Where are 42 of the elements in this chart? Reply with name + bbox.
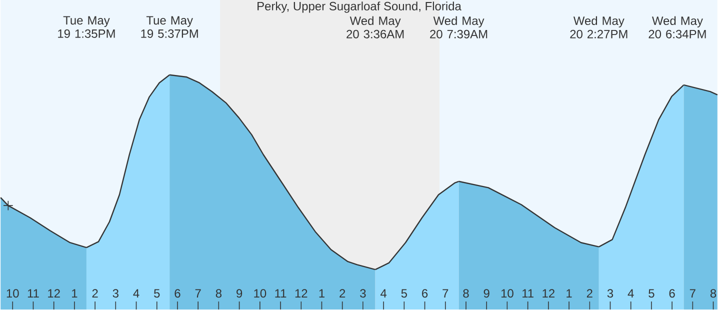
x-tick-label: 7 — [195, 289, 201, 298]
x-tick-label: 3 — [112, 289, 118, 298]
x-tick-label: 9 — [236, 289, 242, 298]
x-tick-label: 5 — [401, 289, 407, 298]
x-tick-label: 8 — [216, 289, 222, 298]
x-tick-label: 1 — [319, 289, 324, 298]
x-tick-label: 3 — [360, 289, 366, 298]
x-tick-label: 11 — [522, 289, 534, 298]
x-tick-label: 1 — [72, 289, 78, 298]
text: Wed May 20 6:34PM — [648, 16, 706, 38]
text: Tue May 19 5:37PM — [141, 16, 198, 38]
x-tick-label: 6 — [174, 289, 180, 298]
x-tick-label: 1 — [566, 289, 572, 298]
text: Tue May 19 1:35PM — [58, 16, 115, 38]
x-tick-label: 10 — [501, 289, 514, 298]
x-tick-label: 6 — [669, 289, 675, 298]
x-tick-label: 6 — [422, 289, 428, 298]
x-tick-label: 11 — [275, 289, 286, 298]
x-tick-label: 11 — [28, 289, 39, 298]
x-tick-label: 8 — [463, 289, 469, 298]
text: Wed May 20 3:36AM — [346, 16, 404, 38]
x-tick-label: 4 — [133, 289, 140, 298]
x-tick-label: 12 — [295, 289, 308, 298]
x-tick-label: 12 — [542, 289, 554, 298]
text: Wed May 20 7:39AM — [430, 16, 488, 38]
x-tick-label: 4 — [628, 289, 634, 298]
x-tick-label: 3 — [607, 289, 614, 298]
x-tick-label: 2 — [586, 289, 592, 298]
x-tick-label: 2 — [92, 289, 98, 298]
x-tick-label: 12 — [48, 289, 60, 298]
x-tick-label: 10 — [254, 289, 266, 298]
x-tick-label: 9 — [484, 289, 490, 298]
x-tick-label: 4 — [380, 289, 387, 298]
x-tick-label: 10 — [6, 289, 19, 298]
x-tick-label: 2 — [340, 289, 346, 298]
x-tick-label: 5 — [648, 289, 654, 298]
x-tick-label: 8 — [710, 289, 716, 298]
x-tick-label: 7 — [442, 289, 448, 298]
chart-title: Perky, Upper Sugarloaf Sound, Florida — [258, 2, 462, 13]
x-tick-label: 5 — [154, 289, 160, 298]
x-tick-label: 7 — [690, 289, 696, 298]
text: Wed May 20 2:27PM — [570, 16, 628, 38]
